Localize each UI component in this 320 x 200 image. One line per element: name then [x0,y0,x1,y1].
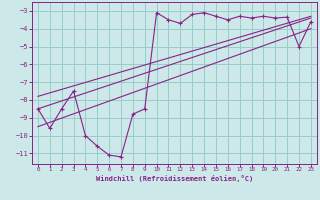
X-axis label: Windchill (Refroidissement éolien,°C): Windchill (Refroidissement éolien,°C) [96,175,253,182]
